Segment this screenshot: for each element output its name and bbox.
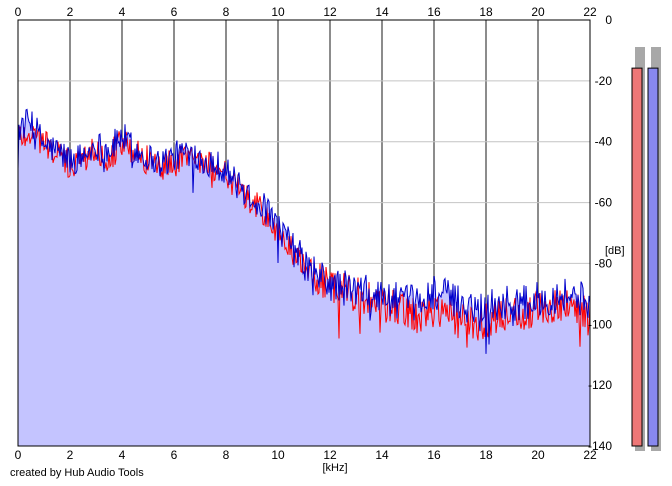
y-tick-label: 0 <box>605 13 612 27</box>
credit-text: created by Hub Audio Tools <box>10 467 144 479</box>
y-tick-label: -140 <box>588 439 612 453</box>
y-tick-label: -40 <box>595 135 613 149</box>
x-tick-label-top: 14 <box>375 5 389 19</box>
x-tick-label-top: 20 <box>531 5 545 19</box>
x-tick-label-bottom: 20 <box>531 448 545 462</box>
x-tick-label-top: 12 <box>323 5 337 19</box>
x-tick-label-bottom: 6 <box>171 448 178 462</box>
y-tick-label: -60 <box>595 196 613 210</box>
x-tick-label-top: 16 <box>427 5 441 19</box>
x-tick-label-bottom: 10 <box>271 448 285 462</box>
x-tick-label-top: 4 <box>119 5 126 19</box>
x-tick-label-top: 2 <box>67 5 74 19</box>
level-meter-bar <box>631 67 643 447</box>
x-tick-label-bottom: 14 <box>375 448 389 462</box>
y-tick-label: -20 <box>595 74 613 88</box>
y-tick-label: -80 <box>595 256 613 270</box>
x-tick-label-bottom: 4 <box>119 448 126 462</box>
series-line-blue <box>17 108 591 354</box>
spectrum-fill <box>18 109 590 447</box>
plot-frame <box>17 19 591 447</box>
level-meter-bar <box>647 67 659 447</box>
x-tick-label-bottom: 0 <box>15 448 22 462</box>
x-tick-label-top: 0 <box>15 5 22 19</box>
x-tick-label-top: 8 <box>223 5 230 19</box>
y-axis-label: [dB] <box>605 245 625 257</box>
x-tick-label-bottom: 12 <box>323 448 337 462</box>
series-line-red <box>17 125 591 348</box>
y-tick-label: -120 <box>588 378 612 392</box>
x-tick-label-top: 22 <box>583 5 597 19</box>
x-tick-label-bottom: 16 <box>427 448 441 462</box>
x-tick-label-top: 18 <box>479 5 493 19</box>
x-tick-label-bottom: 22 <box>583 448 597 462</box>
y-tick-label: -100 <box>588 317 612 331</box>
x-tick-label-bottom: 2 <box>67 448 74 462</box>
x-axis-label: [kHz] <box>322 462 347 474</box>
x-tick-label-bottom: 8 <box>223 448 230 462</box>
x-tick-label-top: 6 <box>171 5 178 19</box>
x-tick-label-bottom: 18 <box>479 448 493 462</box>
x-tick-label-top: 10 <box>271 5 285 19</box>
